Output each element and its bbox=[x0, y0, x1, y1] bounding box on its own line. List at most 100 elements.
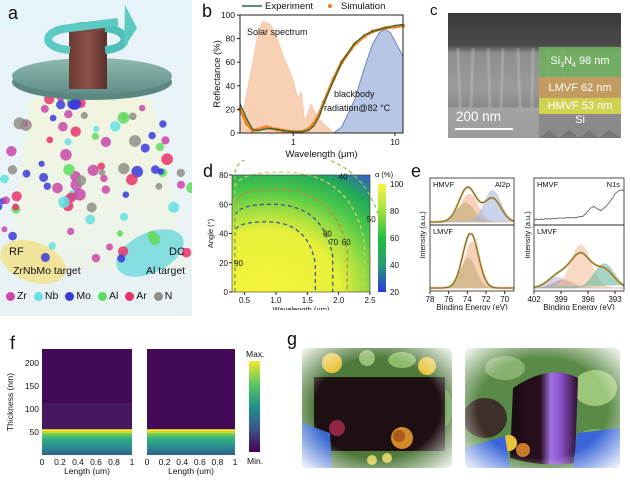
photo-flat-sample-art bbox=[302, 348, 452, 468]
contour-label: 70 bbox=[329, 238, 338, 247]
y-tick-label: 80 bbox=[219, 171, 228, 180]
x-tick-label: 0.6 bbox=[194, 457, 206, 467]
colorbar bbox=[378, 184, 386, 292]
x-axis-label: Wavelength (μm) bbox=[273, 305, 330, 310]
particle bbox=[22, 169, 31, 178]
sample-label: HMVF bbox=[537, 180, 559, 189]
x-axis-label-right: Binding Energy (eV) bbox=[543, 303, 615, 310]
lower-region bbox=[42, 431, 132, 455]
y-tick-label: 0 bbox=[224, 288, 229, 297]
panel-letter-f: f bbox=[10, 333, 16, 353]
particle bbox=[67, 227, 75, 235]
experiment-line bbox=[239, 23, 404, 133]
legend-dot-icon bbox=[153, 291, 163, 301]
y-tick-label: 200 bbox=[25, 358, 39, 368]
x-tick-label: 2.5 bbox=[364, 296, 376, 305]
legend-dot-icon bbox=[125, 291, 135, 301]
al-target-label: Al target bbox=[146, 265, 186, 277]
measured-spectrum bbox=[533, 252, 625, 288]
x-tick-label: 0.2 bbox=[159, 457, 171, 467]
contour-label: 50 bbox=[367, 215, 376, 224]
colorbar-tick-label: 40 bbox=[390, 261, 399, 270]
colorbar-tick-label: 80 bbox=[390, 207, 399, 216]
legend-item-n: N bbox=[153, 290, 172, 302]
panel-letter-b: b bbox=[202, 1, 213, 21]
x-tick-label: 78 bbox=[426, 295, 435, 304]
y-axis-label: Thickness (nm) bbox=[5, 373, 15, 431]
particle bbox=[97, 162, 106, 171]
legend-label: Ar bbox=[136, 290, 147, 302]
particle bbox=[11, 191, 22, 202]
particle bbox=[0, 174, 9, 184]
xps-chart: HMVF Al2p LMVF HMVF N1s LMVF 78 76 74 72 70 402 399 3… bbox=[418, 177, 626, 310]
legend-dot-icon bbox=[65, 291, 75, 301]
x-tick-label: 0.8 bbox=[211, 457, 223, 467]
particle bbox=[168, 201, 180, 213]
particle bbox=[91, 132, 99, 140]
contour-fill bbox=[232, 175, 370, 292]
contour-line bbox=[234, 221, 317, 292]
particle bbox=[75, 175, 87, 186]
particle bbox=[48, 242, 56, 250]
particle bbox=[155, 142, 165, 152]
x-tick-label: 0.2 bbox=[54, 457, 66, 467]
x-tick-label: 2.0 bbox=[333, 296, 345, 305]
panel-letter-c: c bbox=[430, 2, 438, 19]
particle bbox=[6, 146, 17, 157]
contour-label: 60 bbox=[342, 238, 351, 247]
measured-spectrum bbox=[430, 186, 515, 223]
solar-spectrum-area bbox=[239, 20, 335, 134]
particle bbox=[159, 120, 167, 128]
particle bbox=[43, 182, 51, 190]
y-tick-label: 150 bbox=[25, 381, 39, 391]
blackbody-annotation: blackbody bbox=[334, 89, 375, 99]
legend-experiment-label: Experiment bbox=[265, 1, 313, 12]
si-sawtooth bbox=[539, 130, 621, 138]
particle bbox=[58, 196, 70, 208]
measured-spectrum bbox=[533, 189, 625, 221]
photo-curved-sample-art bbox=[465, 348, 620, 468]
particle bbox=[39, 172, 49, 182]
x-tick-label: 0.8 bbox=[108, 457, 120, 467]
element-legend: Zr Nb Mo Al Ar N bbox=[6, 290, 172, 302]
layer-lmvf: LMVF 62 nm bbox=[539, 77, 621, 98]
measured-spectrum bbox=[430, 233, 514, 289]
colorbar bbox=[249, 361, 260, 452]
particle bbox=[85, 214, 96, 225]
fit-peak bbox=[430, 241, 514, 289]
x-tick-label: 1 bbox=[233, 457, 238, 467]
particle bbox=[186, 182, 198, 194]
particle bbox=[117, 111, 130, 124]
particle bbox=[181, 247, 192, 258]
fit-peak bbox=[533, 263, 626, 289]
layer-si-label: Si bbox=[575, 114, 585, 126]
x-axis-label-left: Binding Energy (eV) bbox=[436, 303, 508, 310]
particle bbox=[118, 162, 130, 175]
contour-label: 40 bbox=[339, 172, 348, 181]
particle bbox=[129, 112, 137, 121]
particle bbox=[87, 164, 99, 176]
blackbody-area bbox=[333, 28, 404, 134]
particle bbox=[98, 169, 106, 176]
y-axis-label-right: Intensity (a.u.) bbox=[523, 211, 532, 259]
interface-band bbox=[42, 429, 132, 432]
sputtering-illustration bbox=[0, 5, 213, 285]
dc-label: DC bbox=[169, 246, 185, 258]
colorbar-max-label: Max. bbox=[246, 349, 264, 359]
sem-cross-section-image: Si3N4 98 nm LMVF 62 nm HMVF 53 nm Si 200… bbox=[448, 13, 621, 138]
x-tick-label: 0.5 bbox=[239, 296, 251, 305]
colorbar-tick-label: 20 bbox=[390, 288, 399, 297]
sample-label: LMVF bbox=[537, 227, 557, 236]
x-axis-label: Wavelength (μm) bbox=[285, 149, 357, 160]
particle bbox=[73, 188, 86, 201]
legend-label: Al bbox=[108, 290, 119, 302]
particle bbox=[129, 135, 141, 147]
sample-label: LMVF bbox=[433, 227, 453, 236]
legend-dot-icon bbox=[97, 291, 107, 301]
particle bbox=[70, 126, 81, 137]
layer-si3n4-label: Si3N4 98 nm bbox=[550, 54, 610, 70]
x-axis-label: Length (um) bbox=[64, 466, 110, 476]
panel-letter-a: a bbox=[8, 3, 19, 23]
particle bbox=[100, 174, 108, 183]
layer-lmvf-label: LMVF 62 nm bbox=[548, 81, 612, 94]
